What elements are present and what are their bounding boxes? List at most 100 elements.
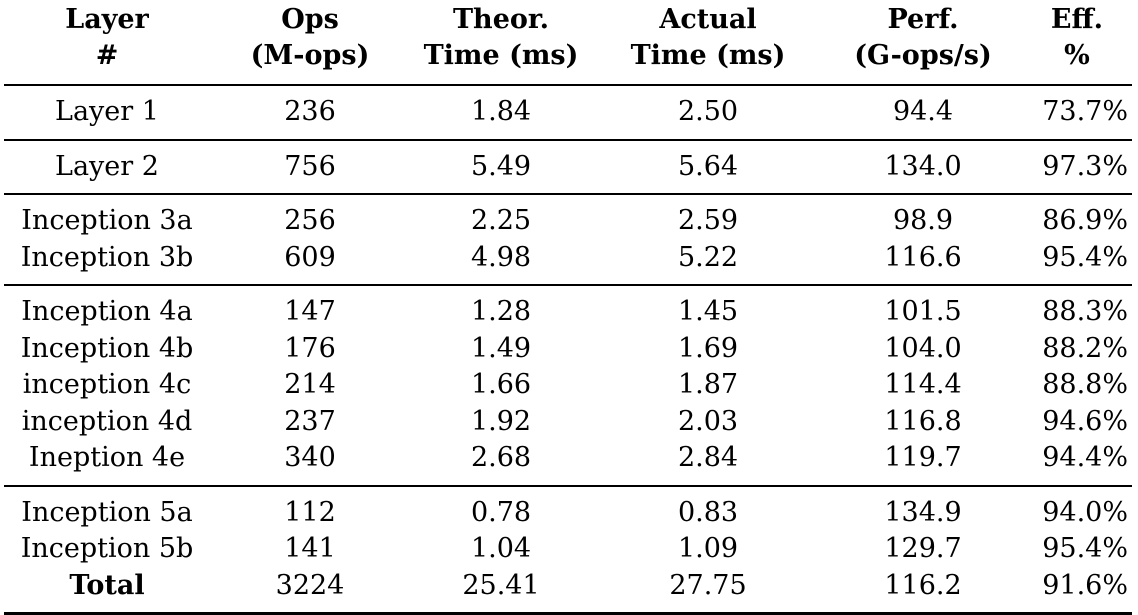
- cell-eff: 95.4%: [1042, 533, 1128, 564]
- cell-perf: 119.7: [884, 442, 962, 473]
- cell-perf: 116.8: [884, 405, 962, 437]
- header-ops-line2: (M-ops): [250, 40, 370, 71]
- cell-ops: 214: [284, 369, 336, 400]
- cell-ops: 340: [284, 442, 336, 473]
- header-layer-line1: Layer: [65, 4, 149, 35]
- table-row: Inception 3a 256 2.25 2.59 98.9 86.9%: [4, 194, 1132, 240]
- header-performance: Perf. (G-ops/s): [824, 2, 1022, 86]
- cell-eff: 94.4%: [1042, 442, 1128, 473]
- header-perf-line2: (G-ops/s): [854, 40, 992, 71]
- header-eff-line2: %: [1064, 40, 1090, 71]
- header-efficiency: Eff. %: [1022, 2, 1132, 86]
- table-row: inception 4d 237 1.92 2.03 116.8 94.6%: [4, 404, 1132, 441]
- group-inception-4: Inception 4a 147 1.28 1.45 101.5 88.3% I…: [4, 285, 1132, 486]
- cell-ops: 176: [284, 332, 336, 364]
- table-row: Layer 1 236 1.84 2.50 94.4 73.7%: [4, 85, 1132, 140]
- cell-perf: 134.0: [884, 150, 962, 182]
- cell-theor: 0.78: [470, 496, 532, 528]
- cell-actual: 1.87: [677, 369, 739, 400]
- header-perf-line1: Perf.: [887, 4, 959, 35]
- cell-actual: 1.69: [677, 332, 739, 364]
- cell-eff: 97.3%: [1042, 150, 1128, 182]
- table-row: Inception 5a 112 0.78 0.83 134.9 94.0%: [4, 486, 1132, 532]
- header-theor-line2: Time (ms): [423, 40, 579, 71]
- cell-perf: 94.4: [892, 96, 954, 127]
- group-layer-1: Layer 1 236 1.84 2.50 94.4 73.7%: [4, 85, 1132, 140]
- cell-layer: Inception 3b: [20, 241, 194, 273]
- cell-perf: 129.7: [884, 533, 962, 564]
- cell-perf: 98.9: [892, 205, 954, 236]
- cell-theor: 4.98: [470, 241, 532, 273]
- header-actual-time: Actual Time (ms): [592, 2, 824, 86]
- table-row: inception 4c 214 1.66 1.87 114.4 88.8%: [4, 367, 1132, 404]
- cell-theor: 1.49: [470, 332, 532, 364]
- cell-ops: 236: [284, 96, 336, 127]
- cell-perf: 101.5: [884, 296, 962, 327]
- cell-layer: Ineption 4e: [28, 442, 186, 473]
- table-row: Ineption 4e 340 2.68 2.84 119.7 94.4%: [4, 440, 1132, 486]
- cell-eff: 95.4%: [1042, 241, 1128, 273]
- header-theoretical-time: Theor. Time (ms): [410, 2, 592, 86]
- cell-actual: 2.84: [677, 442, 739, 473]
- cell-perf: 116.6: [884, 241, 962, 273]
- cell-actual: 27.75: [669, 569, 747, 601]
- group-inception-5-and-total: Inception 5a 112 0.78 0.83 134.9 94.0% I…: [4, 486, 1132, 614]
- cell-theor: 1.66: [470, 369, 532, 400]
- cell-layer: Inception 3a: [21, 205, 193, 236]
- cell-ops: 756: [284, 150, 336, 182]
- cell-theor: 5.49: [470, 150, 532, 182]
- cell-eff: 73.7%: [1042, 96, 1128, 127]
- table-row: Inception 5b 141 1.04 1.09 129.7 95.4%: [4, 531, 1132, 568]
- cell-actual: 2.50: [677, 96, 739, 127]
- cell-layer: inception 4c: [22, 369, 192, 400]
- cell-theor: 1.92: [470, 405, 532, 437]
- cell-eff: 91.6%: [1042, 569, 1128, 601]
- table-row: Inception 4a 147 1.28 1.45 101.5 88.3%: [4, 285, 1132, 331]
- cell-layer: Layer 1: [55, 96, 159, 127]
- cell-layer: Layer 2: [55, 150, 159, 182]
- cell-theor: 1.28: [470, 296, 532, 327]
- cell-theor: 1.84: [470, 96, 532, 127]
- cell-ops: 112: [284, 496, 336, 528]
- cell-actual: 1.45: [677, 296, 739, 327]
- total-row: Total 3224 25.41 27.75 116.2 91.6%: [4, 568, 1132, 614]
- group-inception-3: Inception 3a 256 2.25 2.59 98.9 86.9% In…: [4, 194, 1132, 285]
- table-header: Layer # Ops (M-ops) Theor. Time (ms) Act…: [4, 2, 1132, 86]
- cell-eff: 86.9%: [1042, 205, 1128, 236]
- cell-theor: 2.68: [470, 442, 532, 473]
- header-layer-line2: #: [95, 40, 119, 71]
- cell-actual: 2.03: [677, 405, 739, 437]
- cell-ops: 609: [284, 241, 336, 273]
- cell-theor: 1.04: [470, 533, 532, 564]
- header-ops: Ops (M-ops): [210, 2, 410, 86]
- cell-perf: 114.4: [884, 369, 962, 400]
- cell-layer: Inception 5a: [21, 496, 193, 528]
- group-layer-2: Layer 2 756 5.49 5.64 134.0 97.3%: [4, 140, 1132, 195]
- cell-actual: 5.22: [677, 241, 739, 273]
- cell-ops: 256: [284, 205, 336, 236]
- cell-theor: 25.41: [462, 569, 540, 601]
- cell-eff: 94.0%: [1042, 496, 1128, 528]
- cell-layer: Inception 4b: [20, 332, 194, 364]
- cell-perf: 104.0: [884, 332, 962, 364]
- cell-ops: 147: [284, 296, 336, 327]
- cell-actual: 1.09: [677, 533, 739, 564]
- table-row: Inception 3b 609 4.98 5.22 116.6 95.4%: [4, 240, 1132, 286]
- header-actual-line2: Time (ms): [630, 40, 786, 71]
- table-row: Layer 2 756 5.49 5.64 134.0 97.3%: [4, 140, 1132, 195]
- cell-eff: 88.8%: [1042, 369, 1128, 400]
- header-actual-line1: Actual: [659, 4, 757, 35]
- cell-layer: Inception 4a: [21, 296, 193, 327]
- cell-total-label: Total: [69, 569, 145, 601]
- header-eff-line1: Eff.: [1050, 4, 1104, 35]
- header-ops-line1: Ops: [281, 4, 339, 35]
- cell-layer: inception 4d: [21, 405, 193, 437]
- header-layer: Layer #: [4, 2, 210, 86]
- cell-actual: 5.64: [677, 150, 739, 182]
- layer-performance-table: Layer # Ops (M-ops) Theor. Time (ms) Act…: [4, 2, 1132, 615]
- cell-ops: 237: [284, 405, 336, 437]
- cell-eff: 88.3%: [1042, 296, 1128, 327]
- cell-ops: 3224: [275, 569, 345, 601]
- table-row: Inception 4b 176 1.49 1.69 104.0 88.2%: [4, 331, 1132, 368]
- header-theor-line1: Theor.: [452, 4, 550, 35]
